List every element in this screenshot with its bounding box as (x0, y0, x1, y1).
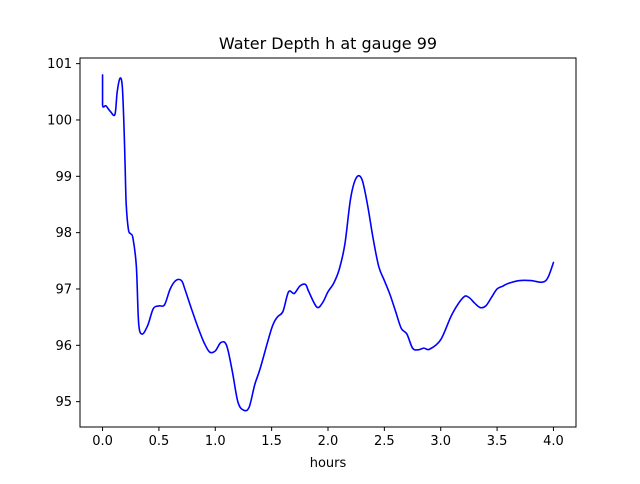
x-tick-label: 0.5 (149, 434, 170, 449)
x-axis-label: hours (310, 456, 347, 471)
x-tick-label: 3.5 (487, 434, 508, 449)
y-tick-label: 100 (47, 113, 72, 128)
chart-title: Water Depth h at gauge 99 (219, 34, 437, 53)
plot-area (101, 74, 555, 412)
x-tick-label: 4.0 (543, 434, 564, 449)
y-tick-label: 101 (47, 57, 72, 72)
x-tick-label: 0.0 (92, 434, 113, 449)
axes-frame (79, 57, 577, 428)
x-axis-ticks: 0.0 0.5 1.0 1.5 2.0 2.5 3.0 3.5 4.0 (92, 427, 564, 449)
y-tick-label: 98 (55, 226, 72, 241)
y-tick-label: 99 (55, 170, 72, 185)
y-tick-label: 97 (55, 282, 72, 297)
x-tick-label: 3.0 (430, 434, 451, 449)
x-tick-label: 2.0 (318, 434, 339, 449)
y-tick-label: 95 (55, 395, 72, 410)
x-tick-label: 1.5 (261, 434, 282, 449)
x-tick-label: 2.5 (374, 434, 395, 449)
x-tick-label: 1.0 (205, 434, 226, 449)
y-tick-label: 96 (55, 339, 72, 354)
series-line (101, 74, 555, 412)
y-axis-ticks: 95 96 97 98 99 100 101 (47, 57, 80, 410)
